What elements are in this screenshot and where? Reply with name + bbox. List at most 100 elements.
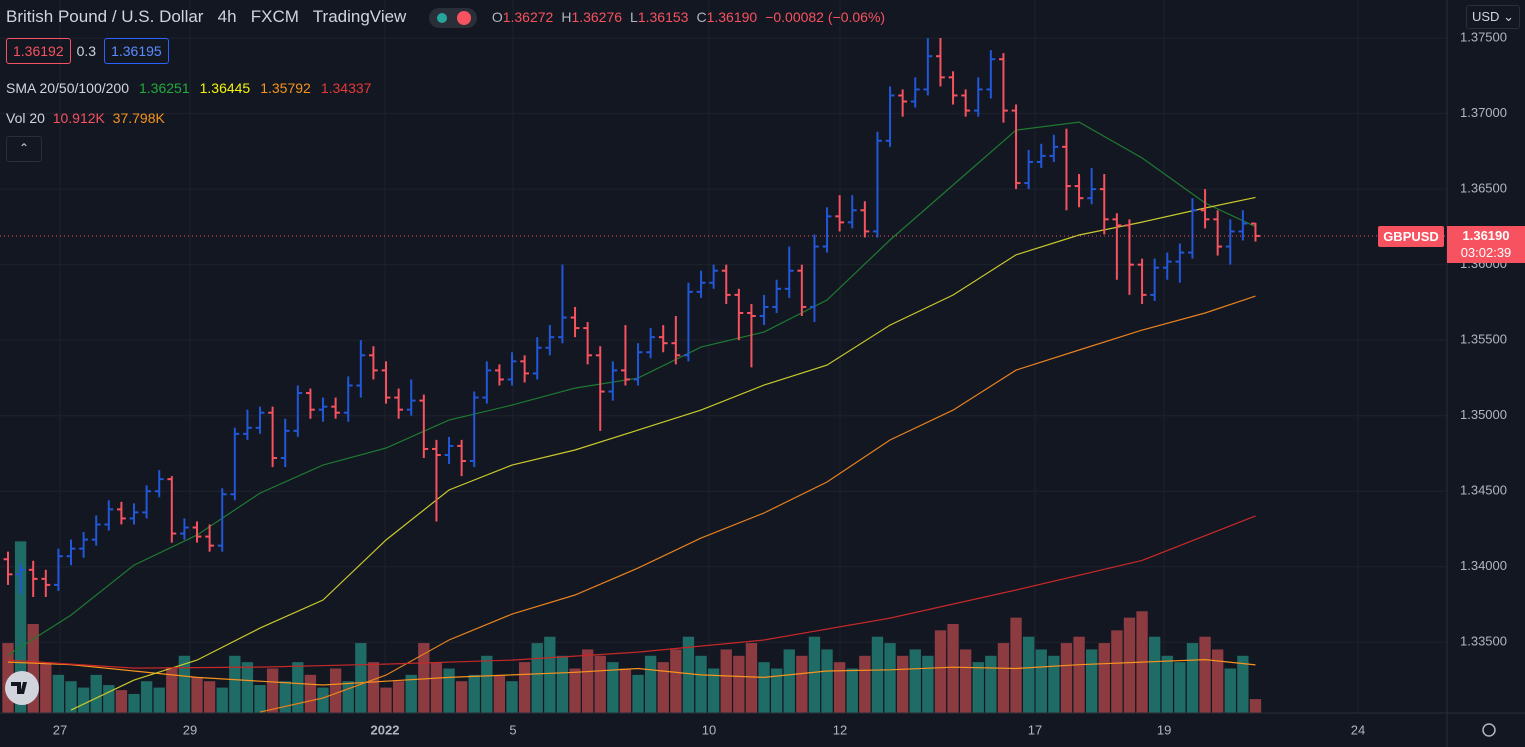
bid-button[interactable]: 1.36192 bbox=[6, 38, 71, 64]
exchange: FXCM bbox=[250, 7, 299, 26]
volume-bar bbox=[1148, 636, 1161, 713]
volume-bar bbox=[455, 681, 468, 713]
volume-bar bbox=[279, 681, 291, 713]
volume-bar bbox=[329, 668, 342, 713]
source: TradingView bbox=[312, 7, 407, 26]
volume-bar bbox=[682, 636, 695, 713]
quote-row: 1.36192 0.3 1.36195 bbox=[6, 38, 175, 64]
volume-bar bbox=[430, 662, 443, 713]
volume-value: 10.912K bbox=[52, 110, 105, 126]
volume-bar bbox=[619, 668, 632, 713]
symbol-title: British Pound / U.S. Dollar bbox=[6, 7, 204, 26]
volume-bar bbox=[896, 655, 909, 713]
volume-bar bbox=[607, 662, 619, 713]
x-tick-label: 2022 bbox=[371, 722, 400, 737]
volume-ma-value: 37.798K bbox=[112, 110, 165, 126]
volume-bar bbox=[506, 681, 518, 713]
volume-bar bbox=[153, 687, 165, 713]
volume-bar bbox=[959, 649, 972, 713]
y-tick-label: 1.34500 bbox=[1460, 483, 1507, 498]
ask-button[interactable]: 1.36195 bbox=[104, 38, 169, 64]
volume-bar bbox=[178, 655, 191, 713]
x-tick-label: 17 bbox=[1028, 722, 1042, 737]
volume-bar bbox=[594, 655, 606, 713]
volume-bar bbox=[355, 643, 367, 713]
collapse-button[interactable]: ⌃ bbox=[6, 136, 42, 162]
volume-bar bbox=[1010, 617, 1022, 713]
volume-bar bbox=[367, 662, 380, 713]
ohlc-value: 1.36272 bbox=[502, 9, 554, 25]
volume-bar bbox=[2, 643, 14, 713]
price-tag: 1.36190 03:02:39 bbox=[1447, 226, 1525, 263]
volume-bar bbox=[531, 643, 543, 713]
volume-bar bbox=[1174, 662, 1186, 713]
settings-icon[interactable] bbox=[1482, 723, 1496, 737]
x-tick-label: 10 bbox=[702, 722, 716, 737]
volume-bar bbox=[380, 687, 392, 713]
ohlc-key: O bbox=[491, 9, 503, 25]
volume-bar bbox=[581, 649, 594, 713]
ohlc-key: C bbox=[696, 9, 707, 25]
market-status[interactable] bbox=[429, 7, 478, 28]
indicator-lines bbox=[7, 121, 1256, 713]
sma-legend: SMA 20/50/100/200 1.36251 1.36445 1.35792 1.… bbox=[6, 80, 371, 96]
volume-bar bbox=[1237, 655, 1249, 713]
volume-bar bbox=[266, 668, 279, 713]
volume-bar bbox=[846, 668, 858, 713]
volume-bar bbox=[229, 655, 241, 713]
volume-bar bbox=[304, 674, 317, 713]
interval[interactable]: 4h bbox=[217, 7, 237, 26]
sma-value: 1.36445 bbox=[199, 80, 251, 96]
volume-bar bbox=[140, 681, 153, 713]
y-tick-label: 1.35000 bbox=[1460, 407, 1507, 422]
ohlc-key: H bbox=[561, 9, 572, 25]
header-title-row: British Pound / U.S. Dollar 4h FXCM Trad… bbox=[6, 7, 885, 28]
sma-line bbox=[7, 121, 1256, 656]
volume-bar bbox=[733, 655, 745, 713]
volume-bar bbox=[997, 643, 1010, 713]
volume-bar bbox=[52, 674, 65, 713]
currency-button[interactable]: USD ⌄ bbox=[1466, 5, 1520, 29]
sma-value: 1.36251 bbox=[139, 80, 190, 96]
volume-bar bbox=[342, 681, 354, 713]
volume-bar bbox=[922, 655, 934, 713]
x-tick-label: 5 bbox=[509, 722, 516, 737]
volume-bar bbox=[203, 681, 216, 713]
volume-bar bbox=[1098, 643, 1110, 713]
currency: USD bbox=[1472, 9, 1500, 24]
volume-bar bbox=[254, 685, 266, 713]
volume-bar bbox=[758, 662, 770, 713]
volume-bar bbox=[1085, 649, 1098, 713]
volume-bar bbox=[934, 630, 947, 713]
volume-bar bbox=[745, 643, 758, 713]
volume-bar bbox=[90, 674, 102, 713]
volume-bar bbox=[1224, 668, 1236, 713]
tv-logo-mark bbox=[11, 682, 27, 694]
volume-bar bbox=[405, 674, 417, 713]
countdown: 03:02:39 bbox=[1460, 245, 1512, 260]
sma-line bbox=[259, 295, 1256, 713]
symbol-tag-text: GBPUSD bbox=[1383, 229, 1439, 244]
volume-ma-line bbox=[7, 658, 1256, 686]
axes: 1.375001.370001.365001.360001.355001.350… bbox=[53, 30, 1507, 738]
price-bars bbox=[0, 38, 1447, 597]
volume-bar bbox=[65, 681, 77, 713]
volume-bar bbox=[821, 649, 833, 713]
volume-bar bbox=[14, 541, 27, 713]
x-tick-label: 19 bbox=[1157, 722, 1171, 737]
x-tick-label: 24 bbox=[1351, 722, 1365, 737]
volume-bar bbox=[241, 662, 254, 713]
volume-legend: Vol 20 10.912K 37.798K bbox=[6, 110, 165, 126]
volume-bar bbox=[972, 662, 984, 713]
volume-bar bbox=[392, 681, 405, 713]
volume-bar bbox=[808, 636, 821, 713]
y-tick-label: 1.36500 bbox=[1460, 181, 1507, 196]
x-tick-label: 12 bbox=[833, 722, 847, 737]
grid bbox=[0, 0, 1447, 713]
volume-bar bbox=[1249, 699, 1262, 713]
spread: 0.3 bbox=[76, 43, 97, 59]
ohlc-legend: O1.36272 H1.36276 L1.36153 C1.36190 −0.00082… bbox=[492, 9, 885, 25]
volume-bar bbox=[1123, 617, 1136, 713]
